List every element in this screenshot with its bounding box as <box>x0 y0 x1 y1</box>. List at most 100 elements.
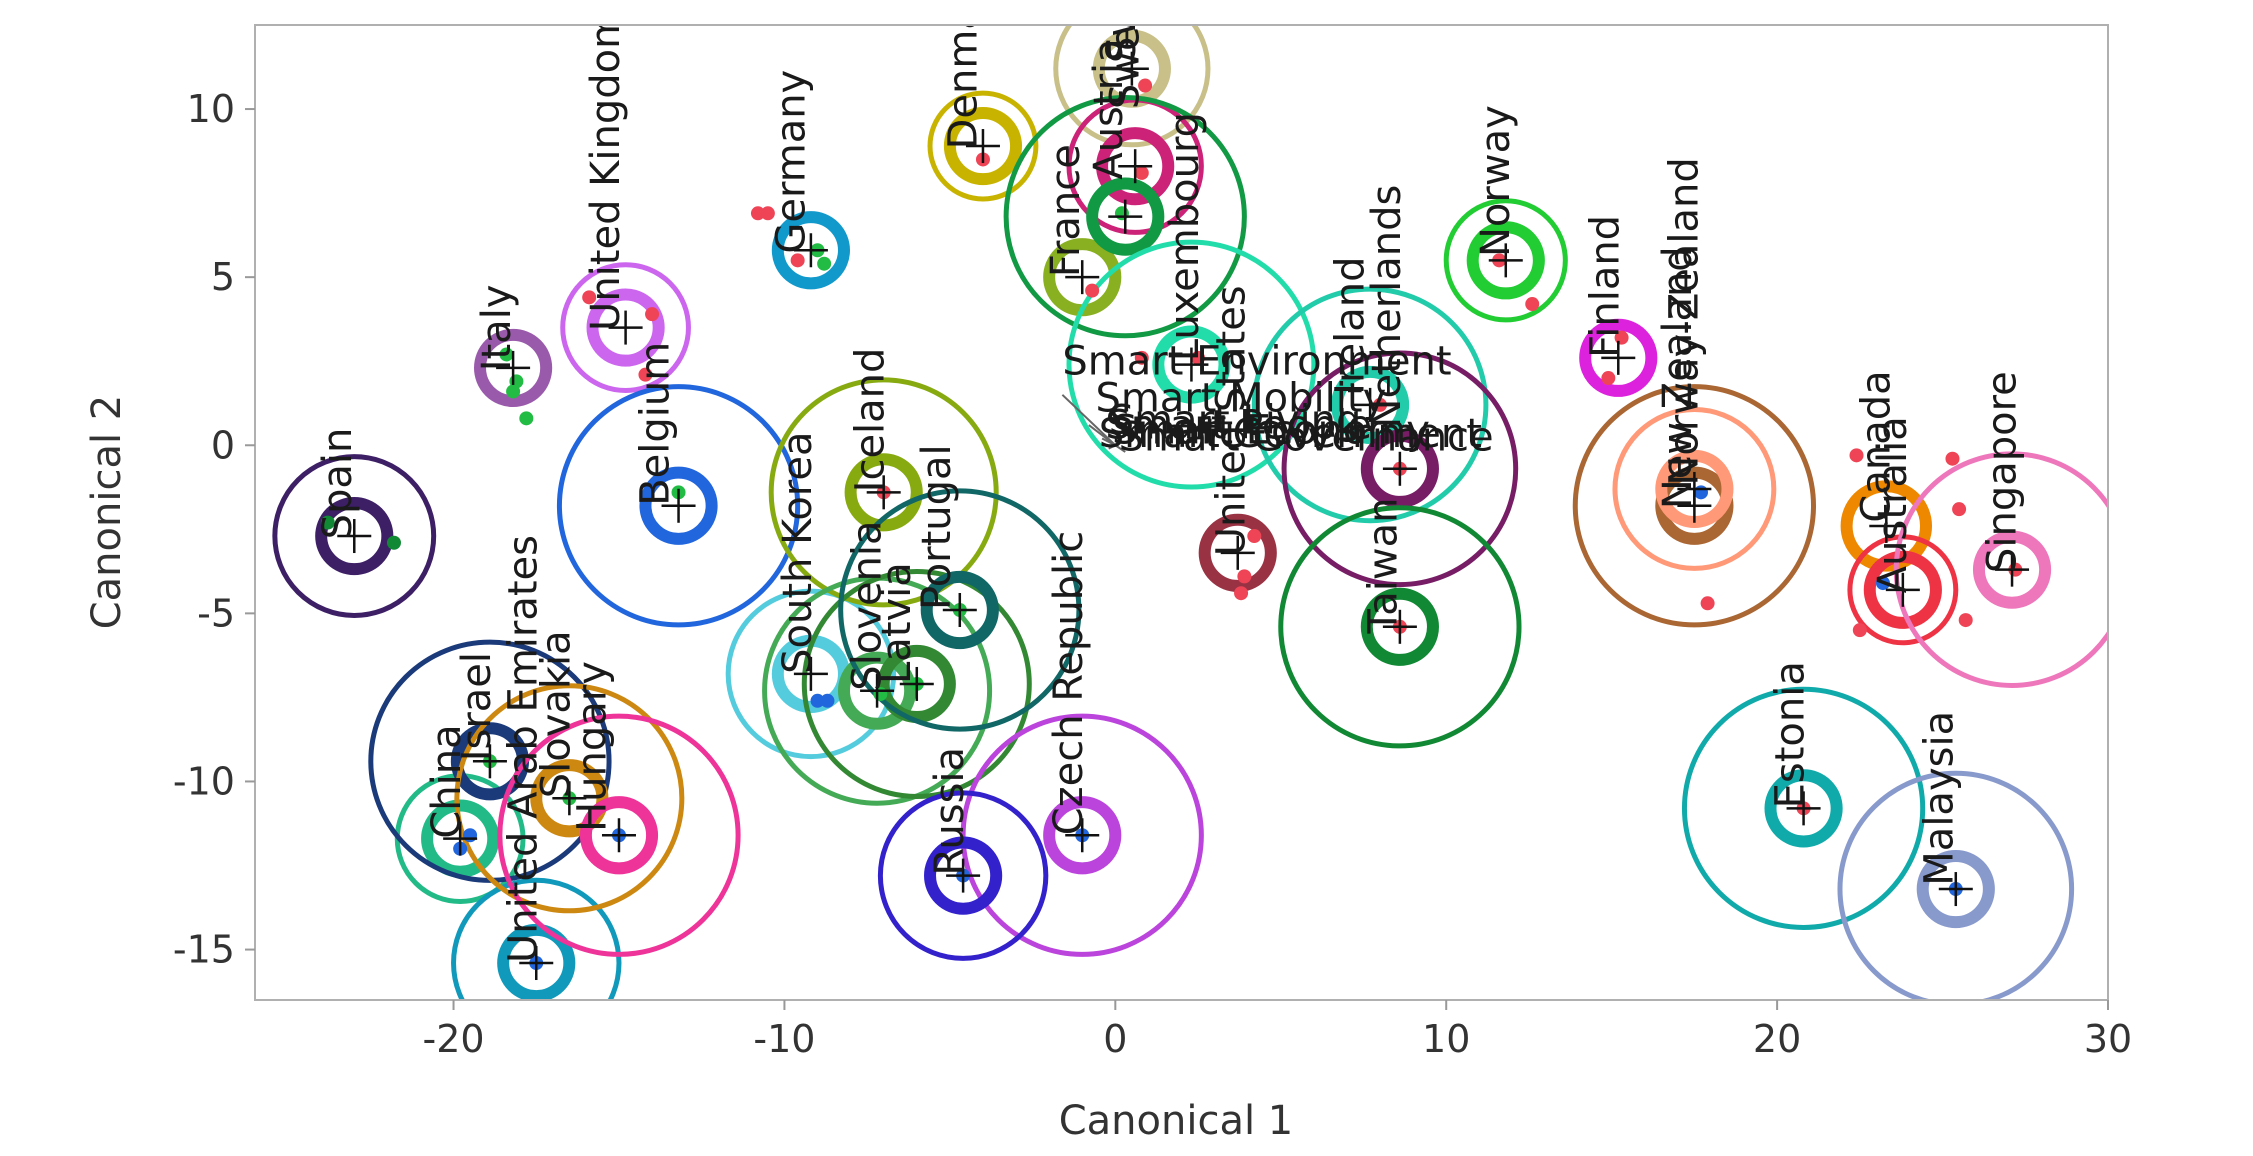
data-point-42 <box>810 693 825 708</box>
group-italy-mean-circle <box>474 328 553 408</box>
group-russia-outer-circle <box>877 790 1049 961</box>
group-austria-mean-marker <box>1114 51 1149 86</box>
ray-smart-living <box>1101 437 1116 447</box>
group-taiwan-mean-marker <box>1382 609 1417 644</box>
group-sweden-mean-circle <box>1096 127 1175 206</box>
x-tick-label: -10 <box>753 1017 815 1061</box>
data-point-17 <box>1134 165 1149 180</box>
group-iceland-mean-marker <box>866 475 901 510</box>
data-point-19 <box>1085 283 1100 298</box>
group-france-mean-marker <box>1065 260 1100 295</box>
group-united-states-mean-circle <box>1198 513 1277 592</box>
group-czech-republic-outer-circle <box>960 713 1204 957</box>
data-point-7 <box>638 367 653 382</box>
label-taiwan: Taiwan <box>1361 498 1407 635</box>
x-tick-label: 10 <box>1422 1017 1470 1061</box>
label-ireland: Ireland <box>1327 256 1373 394</box>
group-ireland-outer-circle <box>1251 286 1489 524</box>
label-united-arab-emirates: United Arab Emirates <box>500 535 546 963</box>
label-belgium: Belgium <box>633 342 679 506</box>
label-china: China <box>424 724 470 838</box>
label-netherlands: Netherlands <box>1364 185 1410 429</box>
label-norway-zealand: Norway-Zealand <box>1662 157 1708 485</box>
data-point-30 <box>1247 529 1262 544</box>
group-iceland-mean-circle <box>844 453 923 532</box>
label-smart-living: Smart Living <box>1109 397 1362 443</box>
group-belgium-mean-marker <box>661 488 696 523</box>
label-australia: Australia <box>1870 416 1916 593</box>
group-united-arab-emirates-outer-circle <box>451 877 622 1000</box>
group-singapore-mean-marker <box>1995 552 2030 587</box>
group-czech-republic-mean-circle <box>1043 796 1122 875</box>
label-austria: Austria <box>1086 38 1132 179</box>
data-point-29 <box>1237 569 1252 584</box>
data-point-11 <box>760 206 775 221</box>
x-axis-title: Canonical 1 <box>1059 1098 1294 1144</box>
group-slovenia-mean-marker <box>860 673 895 708</box>
data-point-6 <box>582 290 597 305</box>
data-point-16 <box>1138 78 1153 93</box>
group-luxembourg-mean-circle <box>1152 325 1231 404</box>
group-czech-republic-mean-marker <box>1065 818 1100 853</box>
group-netherlands-outer-circle <box>1281 350 1519 588</box>
label-slovenia: Slovenia <box>844 520 890 690</box>
y-axis-title: Canonical 2 <box>84 395 130 630</box>
label-iceland: Iceland <box>848 348 894 493</box>
group-iceland-outer-circle <box>768 377 999 608</box>
ray-smart-environment <box>1061 394 1117 446</box>
group-switzerland-mean-marker <box>1108 199 1143 234</box>
x-tick-label: 30 <box>2084 1017 2132 1061</box>
label-canada: Canada <box>1854 370 1900 522</box>
label-israel: Israel <box>454 652 500 761</box>
group-luxembourg-outer-circle <box>1066 239 1317 490</box>
data-point-28 <box>1234 586 1249 601</box>
label-france: France <box>1043 144 1089 277</box>
data-point-33 <box>1700 596 1715 611</box>
group-china-mean-marker <box>443 821 478 856</box>
group-singapore-mean-circle <box>1972 530 2052 609</box>
label-luxembourg: Luxembourg <box>1162 112 1208 361</box>
data-point-5 <box>499 347 514 362</box>
x-tick-label: -20 <box>422 1017 484 1061</box>
group-norway-mean-circle <box>1466 221 1545 300</box>
group-russia-mean-circle <box>924 836 1003 915</box>
y-tick-label: -15 <box>173 928 235 972</box>
group-estonia-outer-circle <box>1681 686 1926 930</box>
data-point-20 <box>1134 350 1149 365</box>
group-slovakia-outer-circle <box>454 683 685 914</box>
group-ireland-mean-marker <box>1353 387 1388 422</box>
label-denmark: Denmark <box>940 0 986 149</box>
group-denmark-outer-circle <box>927 90 1039 202</box>
label-czech-republic: Czech Republic <box>1046 531 1092 836</box>
group-switzerland-outer-circle <box>1003 95 1247 339</box>
group-sweden-mean-marker <box>1118 149 1153 184</box>
label-smart-government: Smart Government <box>1099 411 1482 457</box>
group-united-kingdom-mean-circle <box>586 288 665 367</box>
group-spain-mean-circle <box>315 496 394 576</box>
group-spain-mean-marker <box>337 519 372 554</box>
data-point-10 <box>750 206 765 221</box>
label-smart-economy: Smart Economy <box>1112 408 1430 454</box>
data-point-0 <box>320 515 335 530</box>
group-denmark-mean-circle <box>943 106 1023 186</box>
label-spain: Spain <box>315 428 361 540</box>
ray-smart-governance <box>1114 444 1126 453</box>
data-point-21 <box>1191 350 1206 365</box>
data-point-43 <box>820 693 835 708</box>
data-point-35 <box>1852 623 1867 638</box>
group-china-mean-circle <box>421 799 500 878</box>
label-sweden: Sweden <box>1102 0 1148 109</box>
data-point-1 <box>386 535 401 550</box>
y-tick-label: 10 <box>187 87 235 131</box>
group-portugal-outer-circle <box>838 488 1082 732</box>
group-russia-mean-marker <box>946 858 981 893</box>
y-tick-label: 0 <box>211 423 235 467</box>
label-estonia: Estonia <box>1768 661 1814 808</box>
group-portugal-mean-circle <box>920 570 999 650</box>
data-point-14 <box>817 256 832 271</box>
group-united-states-mean-marker <box>1220 535 1255 570</box>
data-point-4 <box>519 411 534 426</box>
group-finland-mean-circle <box>1579 318 1658 397</box>
group-germany-mean-marker <box>793 233 828 268</box>
